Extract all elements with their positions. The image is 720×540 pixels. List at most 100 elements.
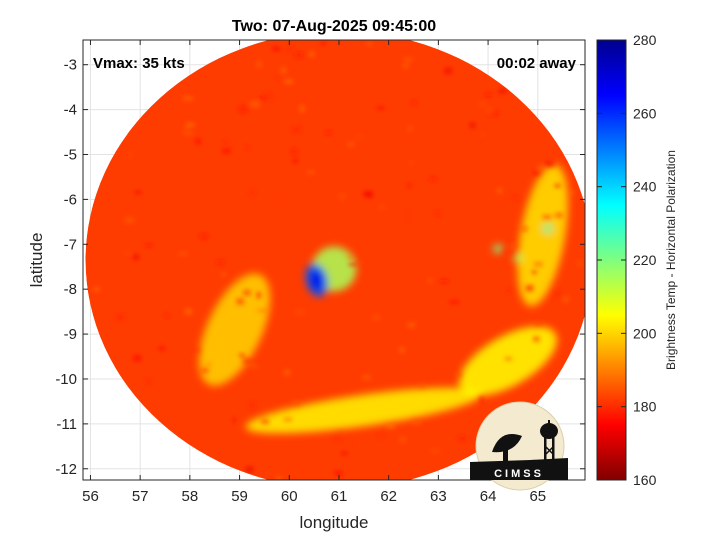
texture-speck: [358, 260, 363, 265]
colorbar: 280 260 240 220 200 180 160 Brightness Temp - …: [596, 32, 678, 488]
texture-speck: [479, 396, 484, 403]
texture-speck: [366, 42, 372, 46]
texture-speck: [372, 315, 381, 321]
texture-speck: [586, 276, 594, 281]
texture-speck: [399, 436, 407, 444]
texture-speck: [259, 95, 266, 101]
texture-speck: [320, 41, 327, 46]
texture-speck: [357, 441, 362, 448]
texture-speck: [222, 148, 231, 154]
x-tick-label: 63: [430, 488, 447, 505]
texture-speck: [284, 79, 293, 84]
colorbar-tick-label: 200: [633, 325, 657, 341]
texture-speck: [192, 347, 201, 354]
y-tick-label: -12: [55, 461, 77, 478]
texture-speck: [275, 197, 283, 201]
texture-speck: [183, 96, 193, 101]
x-tick-label: 57: [132, 488, 149, 505]
colorbar-tick-label: 180: [633, 399, 657, 415]
texture-speck: [236, 298, 244, 305]
time-away-annotation: 00:02 away: [497, 55, 577, 72]
texture-speck: [505, 357, 512, 361]
texture-speck: [291, 400, 301, 406]
y-axis-label: latitude: [27, 233, 46, 288]
texture-speck: [406, 212, 411, 220]
texture-speck: [553, 290, 562, 298]
texture-speck: [408, 160, 414, 165]
x-tick-label: 59: [231, 488, 248, 505]
texture-speck: [497, 187, 503, 194]
texture-speck: [244, 145, 250, 150]
texture-speck: [238, 106, 248, 113]
y-tick-label: -3: [64, 57, 77, 74]
texture-speck: [554, 183, 561, 188]
texture-speck: [257, 308, 268, 313]
texture-speck: [308, 51, 315, 57]
texture-speck: [285, 46, 294, 53]
swath-feature: [245, 387, 482, 434]
colorbar-tick-label: 280: [633, 32, 657, 48]
texture-speck: [337, 431, 344, 437]
texture-speck: [403, 64, 409, 68]
texture-speck: [291, 126, 302, 134]
x-tick-label: 60: [281, 488, 298, 505]
x-tick-label: 56: [82, 488, 99, 505]
y-tick-label: -6: [64, 191, 77, 208]
y-tick-label: -10: [55, 371, 77, 388]
texture-speck: [407, 322, 415, 328]
texture-speck: [403, 58, 413, 62]
swath-feature: [512, 253, 523, 263]
texture-speck: [509, 243, 517, 251]
texture-speck: [281, 67, 286, 73]
texture-speck: [183, 130, 193, 135]
y-axis-ticks: -3 -4 -5 -6 -7 -8 -9 -10 -11 -12: [55, 57, 585, 478]
texture-speck: [407, 125, 412, 132]
texture-speck: [429, 176, 437, 182]
texture-speck: [366, 191, 374, 198]
chart-title: Two: 07-Aug-2025 09:45:00: [232, 18, 436, 35]
cimss-logo: CIMSS: [470, 401, 568, 491]
texture-speck: [250, 100, 260, 108]
texture-speck: [123, 251, 132, 255]
texture-speck: [133, 354, 142, 362]
texture-speck: [428, 279, 433, 283]
texture-speck: [536, 165, 544, 173]
y-tick-label: -9: [64, 326, 77, 343]
texture-speck: [221, 272, 226, 277]
texture-speck: [132, 254, 140, 261]
texture-speck: [469, 122, 476, 129]
y-tick-label: -11: [56, 416, 77, 433]
texture-speck: [334, 470, 343, 476]
texture-speck: [242, 358, 252, 364]
texture-speck: [430, 448, 441, 454]
texture-speck: [502, 249, 513, 256]
texture-speck: [479, 102, 486, 107]
texture-speck: [256, 60, 262, 68]
texture-speck: [276, 476, 282, 480]
texture-speck: [284, 370, 291, 375]
texture-speck: [276, 76, 281, 80]
swath-feature: [517, 164, 569, 307]
colorbar-tick-label: 160: [633, 472, 657, 488]
x-tick-label: 62: [380, 488, 397, 505]
swath-plot: [85, 40, 594, 480]
texture-speck: [569, 190, 574, 195]
texture-speck: [222, 140, 230, 146]
texture-speck: [377, 434, 385, 438]
texture-speck: [532, 129, 542, 137]
swath-feature: [493, 244, 503, 254]
texture-speck: [325, 130, 332, 135]
texture-speck: [411, 100, 417, 105]
texture-speck: [386, 423, 396, 429]
texture-speck: [199, 233, 208, 239]
texture-speck: [533, 169, 541, 176]
colorbar-tick-label: 220: [633, 252, 657, 268]
texture-speck: [531, 270, 538, 274]
texture-speck: [449, 300, 460, 304]
texture-speck: [216, 260, 225, 265]
texture-speck: [185, 122, 195, 130]
texture-speck: [223, 415, 231, 423]
texture-speck: [195, 138, 201, 145]
texture-speck: [239, 353, 246, 358]
texture-speck: [362, 375, 371, 380]
